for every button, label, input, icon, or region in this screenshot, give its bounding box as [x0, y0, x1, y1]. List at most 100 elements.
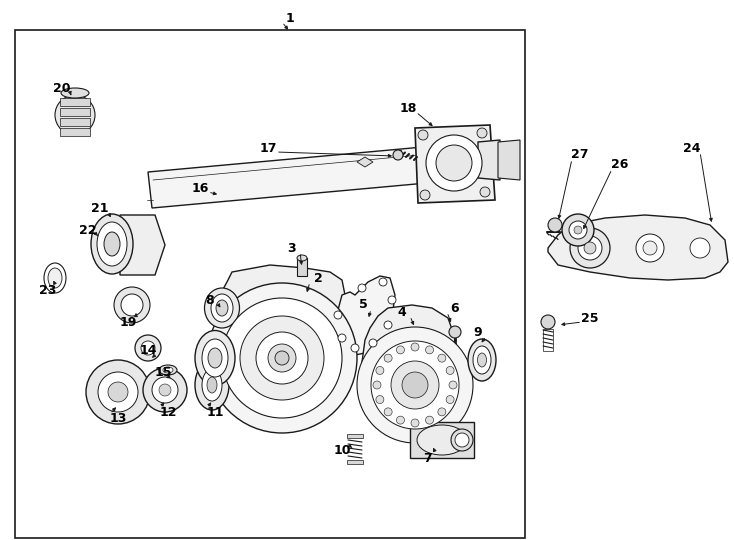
Text: 20: 20	[54, 82, 70, 94]
Circle shape	[207, 283, 357, 433]
Ellipse shape	[207, 377, 217, 393]
Circle shape	[121, 294, 143, 316]
Circle shape	[584, 242, 596, 254]
Circle shape	[55, 95, 95, 135]
Circle shape	[376, 367, 384, 374]
Circle shape	[369, 339, 377, 347]
Ellipse shape	[61, 88, 89, 98]
Circle shape	[396, 416, 404, 424]
Circle shape	[426, 416, 434, 424]
Circle shape	[449, 381, 457, 389]
Circle shape	[391, 361, 439, 409]
Bar	[60, 98, 90, 106]
Circle shape	[268, 344, 296, 372]
Circle shape	[338, 334, 346, 342]
Text: 23: 23	[40, 284, 57, 296]
Text: 21: 21	[91, 201, 109, 214]
Circle shape	[379, 278, 387, 286]
Text: 15: 15	[154, 366, 172, 379]
Circle shape	[574, 226, 582, 234]
Circle shape	[376, 395, 384, 403]
Circle shape	[541, 315, 555, 329]
Polygon shape	[148, 142, 482, 208]
Polygon shape	[548, 215, 728, 280]
Text: 2: 2	[313, 272, 322, 285]
Text: 13: 13	[109, 411, 127, 424]
Circle shape	[420, 190, 430, 200]
Circle shape	[578, 236, 602, 260]
Text: 19: 19	[120, 315, 137, 328]
Circle shape	[141, 341, 155, 355]
Text: 25: 25	[581, 312, 599, 325]
Circle shape	[411, 343, 419, 351]
Circle shape	[373, 381, 381, 389]
Ellipse shape	[44, 263, 66, 293]
Text: 9: 9	[473, 326, 482, 339]
Circle shape	[643, 241, 657, 255]
Circle shape	[436, 145, 472, 181]
Circle shape	[426, 346, 434, 354]
Circle shape	[334, 311, 342, 319]
Ellipse shape	[195, 360, 229, 410]
Text: 11: 11	[206, 406, 224, 419]
Polygon shape	[478, 140, 500, 180]
Circle shape	[438, 354, 446, 362]
Ellipse shape	[48, 268, 62, 288]
Circle shape	[480, 187, 490, 197]
Ellipse shape	[468, 339, 496, 381]
Ellipse shape	[97, 222, 127, 266]
Circle shape	[98, 372, 138, 412]
Ellipse shape	[202, 369, 222, 401]
Circle shape	[438, 408, 446, 416]
Bar	[15, 30, 525, 538]
Circle shape	[446, 395, 454, 403]
Ellipse shape	[159, 365, 177, 375]
Bar	[543, 329, 553, 351]
Text: 24: 24	[683, 141, 701, 154]
Circle shape	[351, 344, 359, 352]
Circle shape	[159, 384, 171, 396]
Ellipse shape	[202, 339, 228, 377]
Ellipse shape	[417, 425, 467, 455]
Text: 26: 26	[611, 159, 629, 172]
Circle shape	[411, 419, 419, 427]
Ellipse shape	[195, 330, 235, 386]
Circle shape	[275, 351, 289, 365]
Circle shape	[108, 382, 128, 402]
Circle shape	[357, 327, 473, 443]
Bar	[60, 108, 90, 116]
Circle shape	[384, 408, 392, 416]
Polygon shape	[357, 157, 373, 167]
Polygon shape	[498, 140, 520, 180]
Circle shape	[240, 316, 324, 400]
Circle shape	[135, 335, 161, 361]
Circle shape	[114, 287, 150, 323]
Text: 14: 14	[139, 343, 157, 356]
Text: 17: 17	[259, 141, 277, 154]
Circle shape	[396, 346, 404, 354]
Text: 4: 4	[398, 306, 407, 319]
Text: 5: 5	[359, 299, 368, 312]
Circle shape	[388, 296, 396, 304]
Circle shape	[256, 332, 308, 384]
Text: 7: 7	[424, 451, 432, 464]
Text: 3: 3	[288, 241, 297, 254]
Ellipse shape	[478, 353, 487, 367]
Circle shape	[636, 234, 664, 262]
Circle shape	[449, 326, 461, 338]
Text: 6: 6	[451, 301, 459, 314]
Circle shape	[358, 284, 366, 292]
Circle shape	[402, 372, 428, 398]
Circle shape	[477, 128, 487, 138]
Circle shape	[562, 214, 594, 246]
Circle shape	[143, 368, 187, 412]
Ellipse shape	[91, 214, 133, 274]
Polygon shape	[120, 215, 165, 275]
Text: 10: 10	[333, 443, 351, 456]
Ellipse shape	[163, 367, 173, 373]
Circle shape	[570, 228, 610, 268]
Text: 8: 8	[206, 294, 214, 307]
Ellipse shape	[205, 288, 239, 328]
Ellipse shape	[208, 348, 222, 368]
Circle shape	[446, 367, 454, 374]
